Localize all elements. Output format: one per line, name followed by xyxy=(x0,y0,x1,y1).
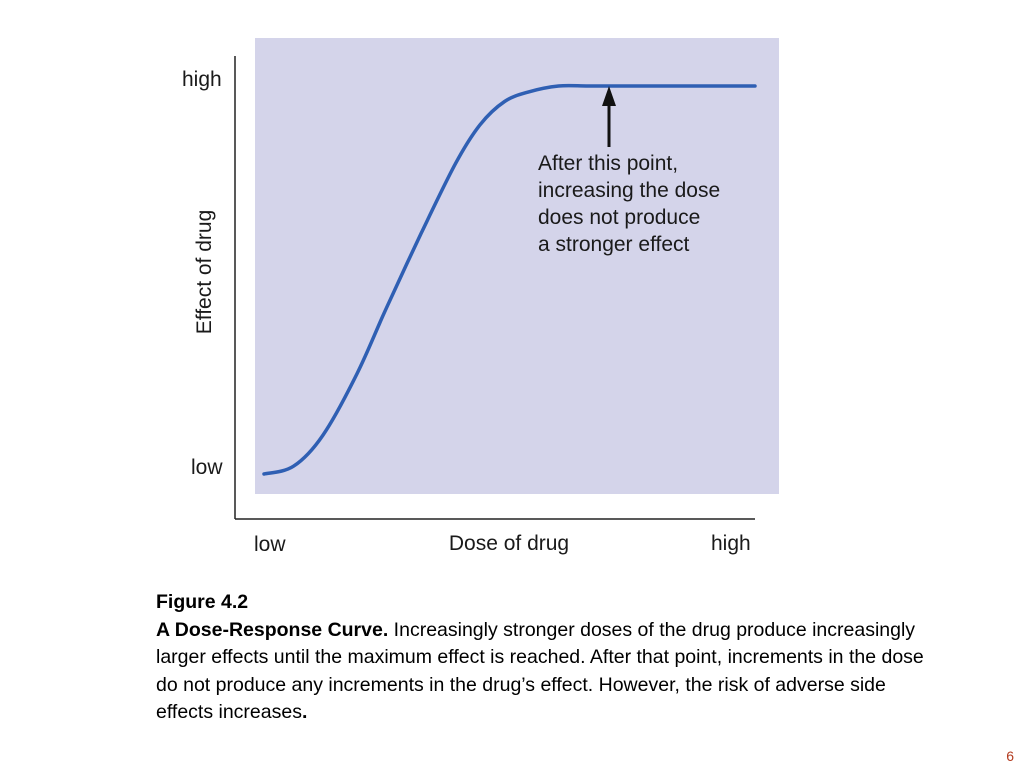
x-tick-label-high: high xyxy=(711,532,751,555)
figure-number: Figure 4.2 xyxy=(156,591,249,613)
figure-title: A Dose-Response Curve. xyxy=(156,618,389,641)
figure-caption: Figure 4.2 A Dose-Response Curve. Increa… xyxy=(156,589,936,727)
y-tick-label-low: low xyxy=(191,456,223,479)
annotation-arrow xyxy=(602,86,616,147)
annotation-line-2: increasing the dose xyxy=(538,179,720,202)
dose-response-chart: high low low high Dose of drug Effect of… xyxy=(182,38,779,556)
plot-background xyxy=(255,38,779,494)
y-tick-label-high: high xyxy=(182,68,222,91)
y-axis-label: Effect of drug xyxy=(193,210,216,335)
annotation-line-4: a stronger effect xyxy=(538,233,690,256)
x-axis-label: Dose of drug xyxy=(449,532,569,555)
annotation-line-3: does not produce xyxy=(538,206,700,229)
slide-number: 6 xyxy=(1006,748,1014,764)
annotation-line-1: After this point, xyxy=(538,152,678,175)
figure-caption-body: Increasingly stronger doses of the drug … xyxy=(156,618,924,724)
dose-response-curve xyxy=(262,83,757,476)
x-tick-label-low: low xyxy=(254,533,286,556)
arrow-head xyxy=(602,86,616,106)
caption-end-mark: . xyxy=(301,701,308,723)
